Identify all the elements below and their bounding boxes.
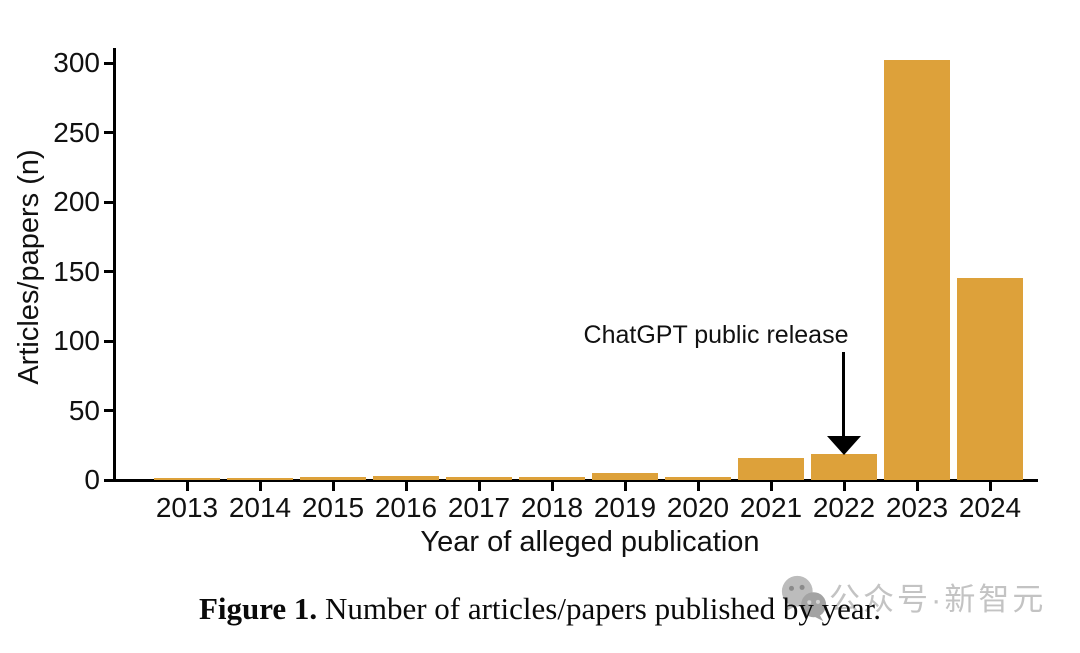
y-tick-0 (104, 478, 113, 482)
y-tick-label-100: 100 (53, 325, 100, 356)
x-tick-label-2021: 2021 (739, 492, 803, 523)
x-tick-label-2015: 2015 (301, 492, 365, 523)
x-axis-line (113, 479, 1038, 482)
x-tick-label-2014: 2014 (228, 492, 292, 523)
x-tick-2015 (331, 482, 335, 491)
x-tick-2019 (623, 482, 627, 491)
y-tick-label-0: 0 (84, 464, 100, 495)
y-axis-line (113, 48, 116, 482)
x-tick-label-2017: 2017 (447, 492, 511, 523)
x-tick-label-2020: 2020 (666, 492, 730, 523)
x-axis-title: Year of alleged publication (420, 526, 760, 558)
x-tick-label-2013: 2013 (155, 492, 219, 523)
figure-caption: Figure 1. Number of articles/papers publ… (0, 591, 1080, 627)
x-tick-2014 (258, 482, 262, 491)
wechat-logo-icon (779, 574, 829, 627)
annotation-label: ChatGPT public release (583, 321, 849, 349)
annotation-arrow-line (842, 352, 845, 436)
bar-2019 (592, 473, 658, 480)
bar-2021 (738, 457, 804, 480)
watermark: 公众号·新智元 (779, 574, 1047, 627)
bar-2013 (154, 478, 220, 480)
x-tick-2013 (185, 482, 189, 491)
x-tick-label-2019: 2019 (593, 492, 657, 523)
y-tick-label-150: 150 (53, 255, 100, 287)
y-tick-300 (104, 61, 113, 65)
bar-2023 (884, 60, 950, 480)
x-tick-label-2018: 2018 (520, 492, 584, 523)
bar-2017 (446, 477, 512, 480)
y-tick-250 (104, 131, 113, 134)
bar-2014 (227, 478, 293, 480)
bar-2020 (665, 477, 731, 480)
y-tick-label-250: 250 (53, 116, 100, 148)
annotation-arrow-head-icon (827, 436, 861, 455)
caption-label: Figure 1. (198, 591, 318, 626)
x-tick-2020 (696, 482, 700, 491)
y-tick-label-300: 300 (53, 47, 100, 78)
caption-text: Number of articles/papers published by y… (324, 591, 882, 626)
y-tick-50 (104, 409, 113, 412)
x-tick-2024 (988, 482, 992, 491)
x-tick-2017 (477, 482, 481, 491)
bar-2015 (300, 477, 366, 480)
bar-2022 (811, 453, 877, 480)
bar-2016 (373, 475, 439, 480)
bar-2024 (957, 278, 1023, 480)
bar-2018 (519, 477, 585, 480)
y-tick-200 (104, 200, 113, 204)
x-tick-label-2016: 2016 (374, 492, 438, 523)
x-tick-2022 (842, 482, 846, 491)
y-tick-100 (104, 339, 113, 343)
y-tick-label-50: 50 (68, 394, 100, 426)
y-tick-150 (104, 270, 113, 273)
x-tick-label-2022: 2022 (812, 492, 876, 523)
y-tick-label-200: 200 (53, 186, 100, 217)
x-tick-2023 (915, 482, 919, 491)
x-tick-2018 (550, 482, 554, 491)
watermark-text: 公众号·新智元 (829, 582, 1047, 617)
x-tick-2016 (404, 482, 408, 491)
x-tick-label-2023: 2023 (885, 492, 949, 523)
x-tick-label-2024: 2024 (958, 492, 1022, 523)
x-tick-2021 (769, 482, 773, 491)
